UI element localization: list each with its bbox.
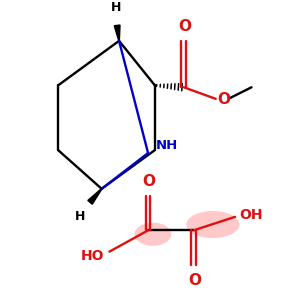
Ellipse shape bbox=[186, 211, 239, 238]
Text: O: O bbox=[178, 19, 191, 34]
Text: OH: OH bbox=[239, 208, 262, 222]
Text: NH: NH bbox=[156, 139, 178, 152]
Text: H: H bbox=[111, 1, 121, 14]
Ellipse shape bbox=[134, 223, 171, 246]
Text: O: O bbox=[188, 273, 201, 288]
Polygon shape bbox=[88, 189, 102, 204]
Polygon shape bbox=[114, 25, 120, 41]
Text: O: O bbox=[218, 92, 231, 107]
Text: H: H bbox=[75, 210, 85, 223]
Text: O: O bbox=[142, 174, 155, 189]
Text: HO: HO bbox=[81, 248, 105, 262]
